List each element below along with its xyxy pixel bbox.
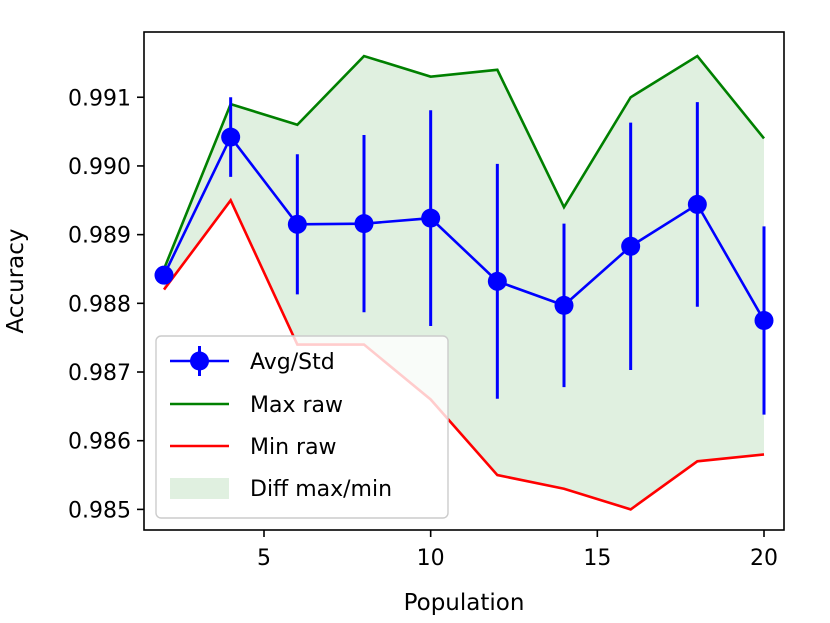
x-axis-title: Population [404,590,525,616]
y-tick-label: 0.989 [68,224,131,249]
x-tick-label: 20 [750,546,778,571]
avg-std-point [487,271,507,291]
axes: 5 10 15 20 0.985 0.986 0.987 0.988 0.989 0.990 0.9… [3,31,785,616]
y-axis-title: Accuracy [3,228,29,333]
legend: Avg/Std Max raw Min raw Diff max/min [155,335,449,519]
legend-label-avg-std: Avg/Std [250,350,335,375]
x-tick-label: 5 [257,546,271,571]
avg-std-point [421,208,441,228]
avg-std-point [554,295,574,315]
avg-std-point [754,310,774,330]
y-tick-label: 0.986 [68,430,131,455]
legend-box [155,335,449,519]
avg-std-point [621,236,641,256]
legend-avg-std-marker [190,351,209,371]
min-raw-line [162,197,765,511]
x-tick-label: 10 [417,546,445,571]
y-tick-label: 0.985 [68,498,131,523]
y-tick-label: 0.990 [68,155,131,180]
avg-std-point [687,194,707,214]
axes-frame [143,31,785,531]
y-tick-label: 0.988 [68,292,131,317]
avg-std-point [287,214,307,234]
plot-area [154,54,774,511]
x-tick-label: 15 [583,546,611,571]
y-tick-label: 0.987 [68,361,131,386]
legend-label-max-raw: Max raw [250,393,343,418]
avg-std-point [221,127,241,147]
max-raw-line [162,54,766,270]
legend-label-diff: Diff max/min [250,477,392,502]
diff-max-min-fill [164,56,764,510]
avg-std-point [354,214,374,234]
legend-diff-patch [170,478,229,499]
legend-label-min-raw: Min raw [250,435,337,460]
avg-std-line [162,134,766,322]
y-tick-label: 0.991 [68,86,131,111]
avg-std-point [154,265,174,285]
